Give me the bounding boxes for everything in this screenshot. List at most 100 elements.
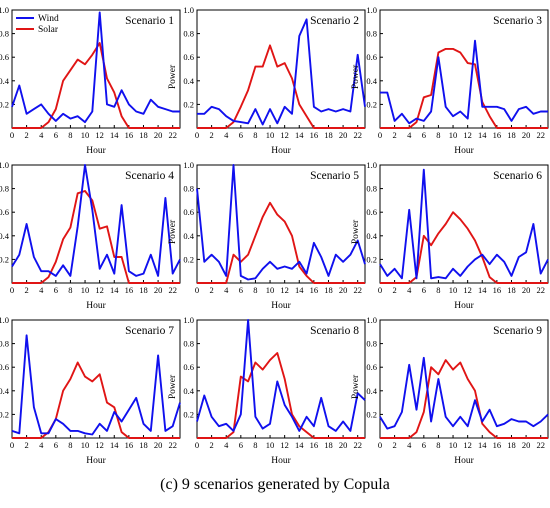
scenario-title: Scenario 4 (125, 170, 174, 182)
y-axis-label: Power (351, 64, 361, 89)
y-tick-label: 0.2 (366, 99, 377, 109)
x-tick-label: 18 (507, 440, 516, 450)
y-tick-label: 0.4 (366, 231, 377, 241)
legend-label-wind: Wind (38, 14, 59, 24)
plot-frame (196, 164, 366, 284)
x-tick-label: 8 (68, 440, 72, 450)
x-tick-label: 0 (10, 130, 14, 140)
x-tick-label: 10 (449, 130, 458, 140)
x-axis-label: Hour (454, 146, 474, 156)
y-tick-label: 0.8 (183, 184, 194, 194)
plot-frame (196, 319, 366, 439)
x-tick-label: 14 (478, 440, 487, 450)
y-tick-label: 0.4 (183, 76, 194, 86)
x-tick-label: 20 (339, 440, 348, 450)
y-tick-label: 1.0 (0, 160, 9, 170)
x-tick-label: 8 (253, 285, 257, 295)
x-tick-label: 2 (392, 130, 396, 140)
x-tick-label: 14 (478, 130, 487, 140)
y-axis-label: Power (351, 219, 361, 244)
y-tick-label: 0.8 (183, 339, 194, 349)
x-tick-label: 16 (310, 130, 319, 140)
x-axis-label: Hour (86, 456, 106, 466)
series-line-wind (379, 356, 549, 430)
y-tick-label: 0.4 (183, 386, 194, 396)
series-line-wind (196, 319, 366, 432)
x-tick-label: 16 (310, 285, 319, 295)
x-tick-label: 10 (81, 130, 90, 140)
x-tick-label: 8 (253, 440, 257, 450)
scenario-title: Scenario 1 (125, 15, 174, 27)
y-tick-label: 1.0 (0, 5, 9, 15)
y-tick-label: 0.4 (0, 386, 10, 396)
series-line-wind (196, 164, 366, 281)
x-tick-label: 18 (139, 130, 148, 140)
x-tick-label: 2 (24, 285, 28, 295)
scenario-panel-3: 0.2 0.4 0.6 0.8 1.0 0 2 4 6 8 10 12 14 16 18 20 22 Hour Po… (351, 5, 549, 156)
x-tick-label: 20 (339, 285, 348, 295)
x-tick-label: 2 (24, 130, 28, 140)
x-tick-label: 6 (422, 440, 426, 450)
x-tick-label: 6 (54, 440, 58, 450)
y-tick-label: 0.6 (183, 362, 194, 372)
y-tick-label: 0.8 (0, 29, 9, 39)
series-line-wind (379, 168, 549, 280)
x-axis-label: Hour (454, 456, 474, 466)
scenario-panel-2: 0.2 0.4 0.6 0.8 1.0 0 2 4 6 8 10 12 14 16 18 20 22 Hour Po… (168, 5, 366, 156)
x-tick-label: 8 (68, 130, 72, 140)
plot-frame (11, 164, 181, 284)
plot-frame (379, 164, 549, 284)
series-line-wind (380, 39, 548, 125)
y-tick-label: 0.2 (366, 254, 377, 264)
series-line-wind (11, 334, 181, 436)
x-tick-label: 6 (422, 285, 426, 295)
x-tick-label: 20 (522, 285, 531, 295)
y-tick-label: 0.6 (0, 362, 9, 372)
x-tick-label: 20 (522, 440, 531, 450)
scenario-title: Scenario 7 (125, 325, 174, 337)
y-tick-label: 0.8 (0, 339, 9, 349)
x-tick-label: 0 (378, 130, 382, 140)
series-line-solar (12, 361, 180, 439)
x-tick-label: 14 (478, 285, 487, 295)
x-tick-label: 10 (449, 285, 458, 295)
x-tick-label: 2 (209, 440, 213, 450)
x-tick-label: 20 (522, 130, 531, 140)
scenario-panel-1: 0.2 0.4 0.6 0.8 1.0 02 468 10 12 14 16 18 20 22 Hour Po… (0, 5, 181, 156)
x-tick-label: 18 (324, 130, 333, 140)
x-tick-label: 12 (280, 285, 289, 295)
series-line-solar (380, 211, 548, 284)
x-tick-label: 18 (139, 285, 148, 295)
scenario-title: Scenario 2 (310, 15, 359, 27)
x-tick-label: 0 (195, 440, 199, 450)
x-tick-label: 10 (266, 285, 275, 295)
y-tick-label: 0.8 (183, 29, 194, 39)
x-tick-label: 12 (280, 130, 289, 140)
y-tick-label: 0.4 (0, 76, 10, 86)
x-axis-label: Hour (86, 301, 106, 311)
x-tick-label: 4 (39, 285, 44, 295)
series-line-wind (11, 11, 180, 124)
x-tick-label: 18 (507, 130, 516, 140)
y-tick-label: 0.4 (366, 386, 377, 396)
x-tick-label: 16 (493, 285, 502, 295)
x-tick-label: 22 (168, 440, 177, 450)
x-tick-label: 22 (536, 285, 545, 295)
series-line-solar (197, 44, 365, 129)
x-axis-label: Hour (271, 146, 291, 156)
x-tick-label: 4 (407, 285, 412, 295)
x-tick-label: 10 (81, 440, 90, 450)
x-tick-label: 6 (239, 285, 243, 295)
x-tick-label: 14 (110, 285, 119, 295)
x-tick-label: 10 (266, 440, 275, 450)
scenario-panel-7: 0.2 0.4 0.6 0.8 1.0 02 468 10 12 14 16 18 20 22 Hour Po… (0, 315, 181, 466)
x-tick-label: 8 (436, 130, 440, 140)
y-tick-label: 0.2 (0, 254, 9, 264)
y-tick-label: 1.0 (183, 315, 194, 325)
x-tick-label: 16 (125, 285, 134, 295)
x-tick-label: 16 (125, 130, 134, 140)
y-tick-label: 0.8 (0, 184, 9, 194)
y-tick-label: 0.2 (366, 409, 377, 419)
x-tick-label: 8 (253, 130, 257, 140)
